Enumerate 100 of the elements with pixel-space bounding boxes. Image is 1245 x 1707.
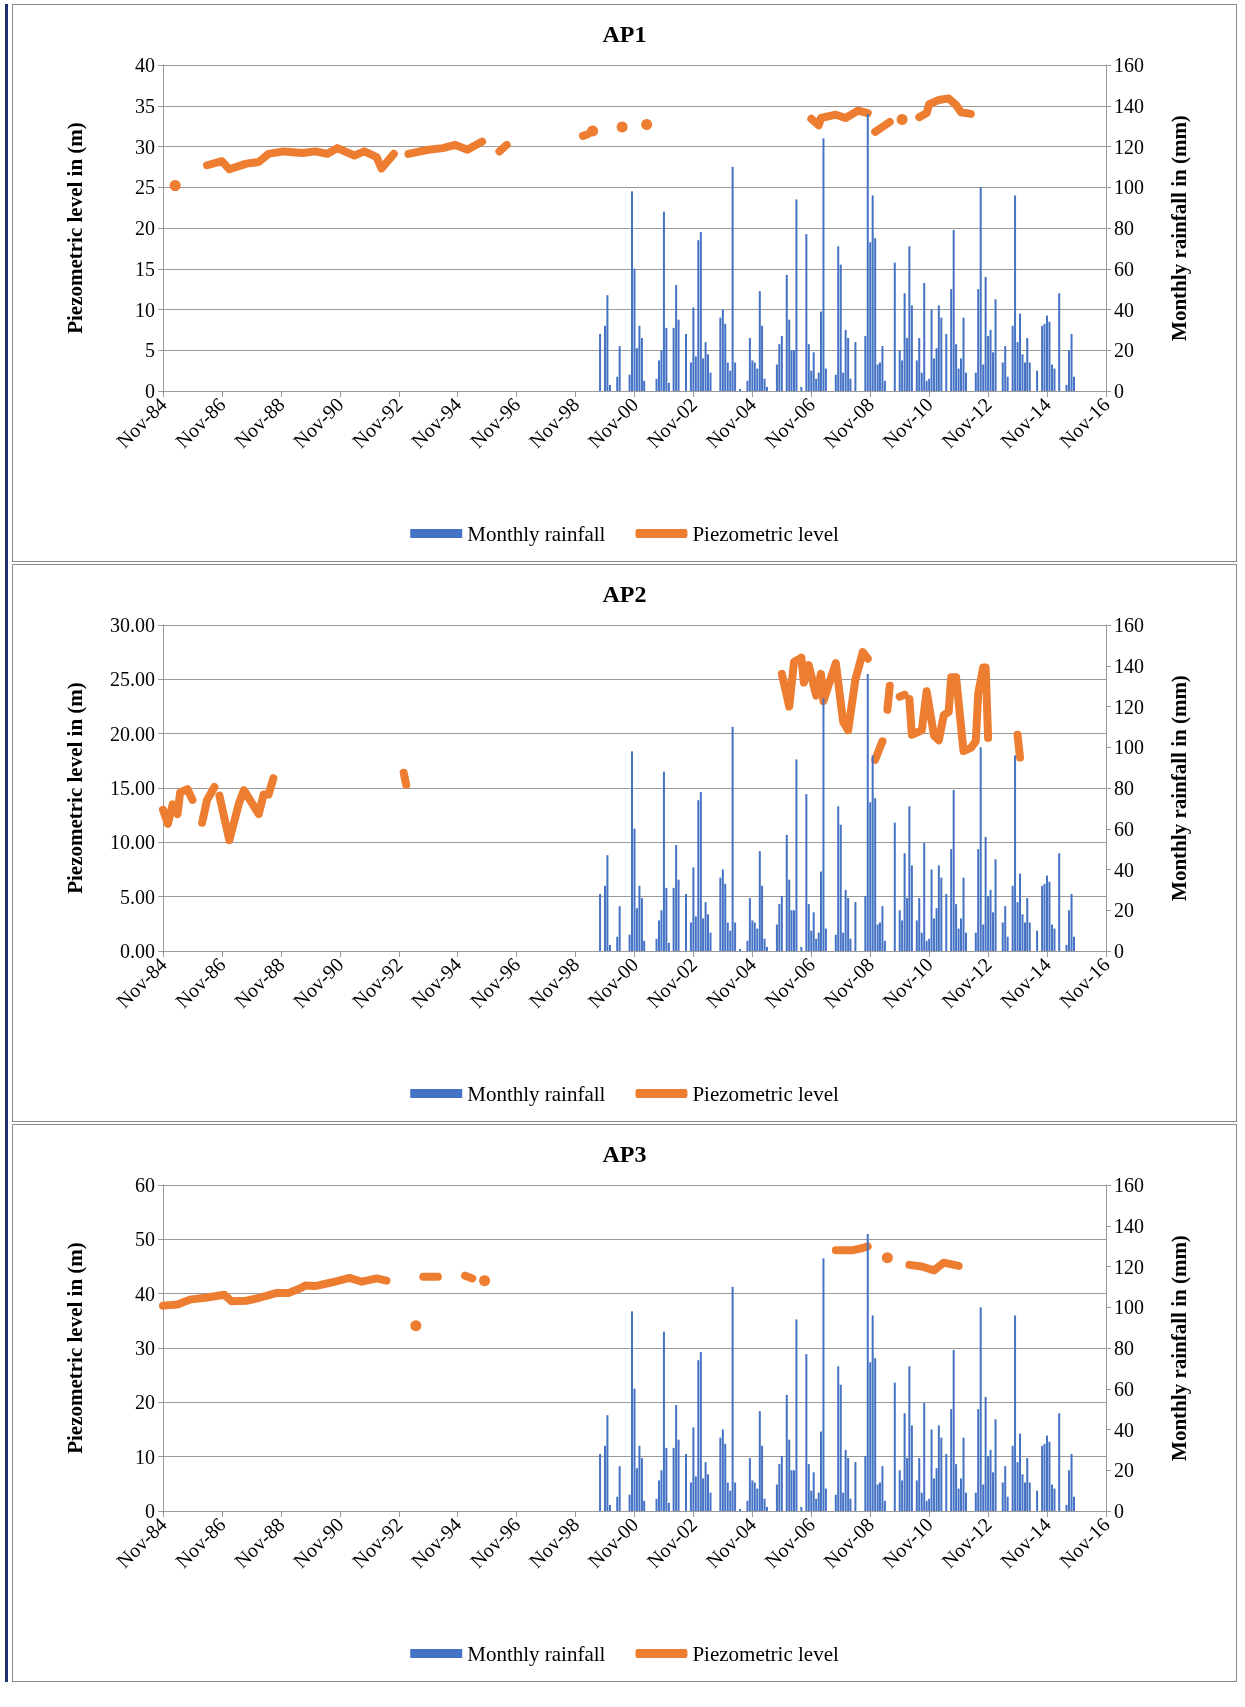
bar xyxy=(1004,1466,1007,1511)
bar xyxy=(837,246,840,391)
y2-tick-label: 20 xyxy=(1114,339,1134,362)
bar xyxy=(638,885,641,951)
bar xyxy=(937,305,940,391)
bar xyxy=(908,1366,911,1511)
bar xyxy=(1004,906,1007,951)
bar xyxy=(599,1453,602,1511)
bar xyxy=(984,836,987,951)
bar xyxy=(918,898,921,951)
bar xyxy=(1046,1435,1049,1511)
bar xyxy=(1026,338,1029,391)
bar xyxy=(952,790,955,951)
bar xyxy=(1046,875,1049,951)
bar xyxy=(638,325,641,391)
bar xyxy=(618,906,621,951)
bar xyxy=(837,1366,840,1511)
bar xyxy=(631,751,633,951)
bar xyxy=(962,877,965,951)
y2-tick-label: 20 xyxy=(1114,1459,1134,1482)
y2-tick-label: 160 xyxy=(1114,614,1144,636)
bar xyxy=(952,1350,955,1511)
y-tick-label: 5 xyxy=(145,339,155,362)
point xyxy=(169,180,181,192)
y2-tick-label: 160 xyxy=(1114,1174,1144,1196)
y-tick-label: 25 xyxy=(135,176,155,199)
bar xyxy=(731,166,734,391)
y2-tick-label: 40 xyxy=(1114,298,1134,321)
bar xyxy=(866,113,869,391)
bar xyxy=(618,346,621,391)
y-tick-label: 25.00 xyxy=(110,668,155,691)
point xyxy=(587,125,599,137)
point xyxy=(881,1252,893,1264)
bar xyxy=(903,853,906,951)
y2-tick-label: 40 xyxy=(1114,1418,1134,1441)
bar xyxy=(918,338,921,391)
bar xyxy=(866,673,869,951)
bar xyxy=(662,771,665,951)
bar xyxy=(854,342,857,391)
y2-tick-label: 120 xyxy=(1114,695,1144,718)
bar xyxy=(1004,346,1007,391)
bar xyxy=(748,1458,751,1511)
bar xyxy=(805,234,808,391)
bar xyxy=(704,1462,707,1511)
point xyxy=(410,1320,422,1332)
bar xyxy=(748,338,751,391)
y2-tick-label: 140 xyxy=(1114,94,1144,117)
bar xyxy=(893,262,896,391)
bar xyxy=(739,1508,742,1511)
legend-label: Piezometric level xyxy=(692,521,839,546)
bar xyxy=(898,1470,901,1511)
bar xyxy=(699,1352,702,1511)
bar xyxy=(1018,1433,1021,1511)
bar xyxy=(989,1449,992,1511)
y-tick-label: 40 xyxy=(135,54,155,76)
bar xyxy=(606,855,609,951)
bar xyxy=(1053,1488,1056,1511)
y2-tick-label: 0 xyxy=(1114,1500,1124,1522)
bar xyxy=(618,1466,621,1511)
bar xyxy=(631,1311,633,1511)
bar xyxy=(721,309,724,391)
y2-tick-label: 140 xyxy=(1114,654,1144,677)
bar xyxy=(984,1396,987,1511)
bar xyxy=(984,276,987,391)
bar xyxy=(631,191,633,391)
bar xyxy=(780,1455,783,1511)
bar xyxy=(923,843,926,951)
bar xyxy=(822,1258,825,1511)
bar xyxy=(1046,315,1049,391)
y2-tick-label: 100 xyxy=(1114,176,1144,199)
bar xyxy=(599,893,602,951)
bar xyxy=(989,329,992,391)
y-tick-label: 15.00 xyxy=(110,777,155,799)
bar xyxy=(945,893,948,951)
legend-label: Piezometric level xyxy=(692,1641,839,1666)
bar xyxy=(758,291,761,391)
y2-tick-label: 120 xyxy=(1114,135,1144,158)
bar xyxy=(945,1453,948,1511)
y2-tick-label: 80 xyxy=(1114,217,1134,239)
bar xyxy=(989,889,992,951)
bar xyxy=(1014,195,1017,391)
bar xyxy=(638,1445,641,1511)
point xyxy=(896,114,908,126)
bar xyxy=(795,1319,798,1511)
y-tick-label: 60 xyxy=(135,1174,155,1196)
bar xyxy=(837,806,840,951)
bar xyxy=(1014,755,1017,951)
bar xyxy=(871,1315,874,1511)
y-tick-label: 20 xyxy=(135,1391,155,1414)
bar xyxy=(898,910,901,951)
bar xyxy=(699,232,702,391)
bar xyxy=(800,946,803,951)
bar xyxy=(692,867,695,951)
bar xyxy=(1058,1413,1061,1511)
bar xyxy=(692,1427,695,1511)
bar xyxy=(1036,930,1039,951)
bar xyxy=(844,1449,847,1511)
bar xyxy=(881,1466,884,1511)
bar xyxy=(908,806,911,951)
bar xyxy=(930,869,933,951)
